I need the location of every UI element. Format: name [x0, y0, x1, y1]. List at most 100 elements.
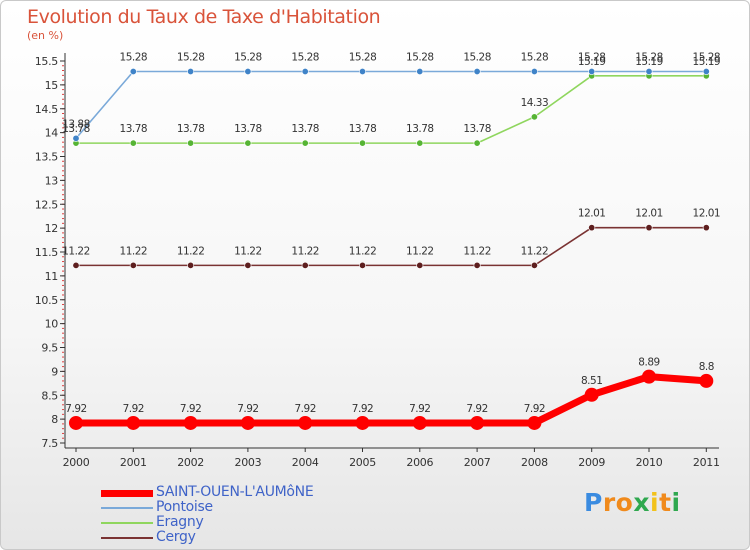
y-tick-label: 15	[45, 79, 59, 92]
data-point	[129, 261, 137, 269]
data-label: 11.22	[120, 245, 148, 257]
data-point	[473, 68, 481, 76]
legend-swatch	[101, 507, 153, 509]
data-point	[473, 139, 481, 147]
data-point	[301, 139, 309, 147]
x-tick-label: 2009	[578, 456, 605, 469]
data-label: 11.22	[463, 245, 491, 257]
data-label: 11.22	[234, 245, 262, 257]
data-point	[187, 139, 195, 147]
logo-letter: o	[615, 488, 634, 517]
x-tick-label: 2001	[120, 456, 147, 469]
x-tick-label: 2008	[521, 456, 548, 469]
data-label: 7.92	[237, 403, 258, 415]
legend-label: Eragny	[156, 514, 204, 530]
data-label: 13.78	[177, 123, 205, 135]
data-label: 13.78	[234, 123, 262, 135]
proxiti-logo: Proxiti	[584, 488, 681, 517]
data-label: 8.89	[638, 357, 659, 369]
data-label: 13.78	[62, 123, 90, 135]
data-point	[527, 415, 542, 430]
x-tick-label: 2000	[63, 456, 90, 469]
data-point	[473, 261, 481, 269]
x-tick-label: 2003	[235, 456, 262, 469]
y-tick-label: 12.5	[35, 198, 59, 211]
data-label: 12.01	[635, 208, 663, 220]
data-label: 11.22	[62, 245, 90, 257]
data-point	[298, 415, 313, 430]
data-label: 7.92	[409, 403, 430, 415]
data-point	[530, 68, 538, 76]
data-label: 15.28	[406, 52, 434, 64]
data-point	[702, 224, 710, 232]
logo-letter: i	[671, 488, 681, 517]
data-label: 12.01	[693, 208, 721, 220]
legend-swatch	[101, 537, 153, 539]
data-point	[358, 68, 366, 76]
data-label: 11.22	[291, 245, 319, 257]
legend-label: SAINT-OUEN-L'AUMôNE	[156, 484, 314, 500]
y-tick-label: 10	[45, 318, 59, 331]
y-tick-label: 9	[51, 365, 58, 378]
x-tick-label: 2011	[693, 456, 720, 469]
data-label: 7.92	[65, 403, 86, 415]
series-line-eragny	[75, 75, 708, 144]
data-label: 13.78	[349, 123, 377, 135]
data-label: 7.92	[180, 403, 201, 415]
data-point	[187, 68, 195, 76]
data-point	[355, 415, 370, 430]
series-line-saint-ouen	[72, 373, 710, 427]
y-tick-label: 13	[45, 174, 59, 187]
data-point	[588, 224, 596, 232]
data-point	[301, 68, 309, 76]
series-line-pontoise	[75, 70, 708, 140]
data-point	[588, 68, 596, 76]
x-tick-label: 2010	[636, 456, 663, 469]
data-label: 11.22	[521, 245, 549, 257]
data-label: 13.78	[120, 123, 148, 135]
x-tick-label: 2007	[464, 456, 491, 469]
legend-swatch	[101, 522, 153, 524]
data-label: 11.22	[349, 245, 377, 257]
data-label: 11.22	[177, 245, 205, 257]
logo-letter: r	[602, 488, 616, 517]
data-label: 15.28	[177, 52, 205, 64]
data-label: 7.92	[123, 403, 144, 415]
data-point	[416, 139, 424, 147]
chart-title: Evolution du Taux de Taxe d'Habitation	[27, 6, 381, 28]
data-label: 11.22	[406, 245, 434, 257]
logo-letter: i	[650, 488, 660, 517]
data-label: 15.28	[635, 52, 663, 64]
data-label: 15.28	[578, 52, 606, 64]
data-label: 15.28	[291, 52, 319, 64]
data-label: 15.19	[635, 56, 663, 68]
y-tick-label: 8	[51, 413, 58, 426]
data-point	[244, 139, 252, 147]
data-label: 13.78	[463, 123, 491, 135]
data-label: 8.8	[699, 361, 714, 373]
data-label: 15.28	[693, 52, 721, 64]
data-point	[530, 261, 538, 269]
data-label: 13.78	[291, 123, 319, 135]
data-point	[412, 415, 427, 430]
y-tick-label: 8.5	[41, 389, 58, 402]
data-point	[416, 261, 424, 269]
data-point	[358, 261, 366, 269]
data-point	[72, 134, 80, 142]
legend-label: Pontoise	[156, 499, 213, 515]
data-point	[69, 415, 83, 430]
data-label: 7.92	[295, 403, 316, 415]
legend-label: Cergy	[156, 529, 196, 545]
data-point	[416, 68, 424, 76]
data-label: 7.92	[524, 403, 545, 415]
data-point	[187, 261, 195, 269]
data-point	[129, 139, 137, 147]
data-point	[530, 113, 538, 121]
data-label: 8.51	[581, 375, 602, 387]
data-label: 13.78	[406, 123, 434, 135]
data-point	[642, 369, 656, 384]
data-label: 7.92	[466, 403, 487, 415]
data-label: 15.28	[463, 52, 491, 64]
